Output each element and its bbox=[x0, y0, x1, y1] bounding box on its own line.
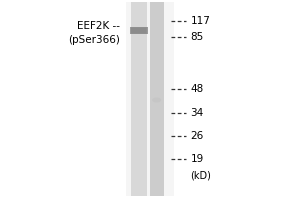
Text: 34: 34 bbox=[190, 108, 204, 118]
Text: 117: 117 bbox=[190, 16, 210, 26]
Ellipse shape bbox=[152, 98, 161, 102]
Bar bbox=[131, 28, 146, 33]
Bar bbox=[130, 2, 147, 196]
Bar bbox=[130, 27, 148, 34]
Text: EEF2K --: EEF2K -- bbox=[77, 21, 120, 31]
Text: 48: 48 bbox=[190, 84, 204, 94]
Text: (pSer366): (pSer366) bbox=[68, 35, 120, 45]
Text: 85: 85 bbox=[190, 32, 204, 42]
Text: (kD): (kD) bbox=[190, 171, 212, 181]
Text: 19: 19 bbox=[190, 154, 204, 164]
Text: 26: 26 bbox=[190, 131, 204, 141]
Bar bbox=[150, 2, 164, 196]
Bar bbox=[126, 2, 174, 196]
